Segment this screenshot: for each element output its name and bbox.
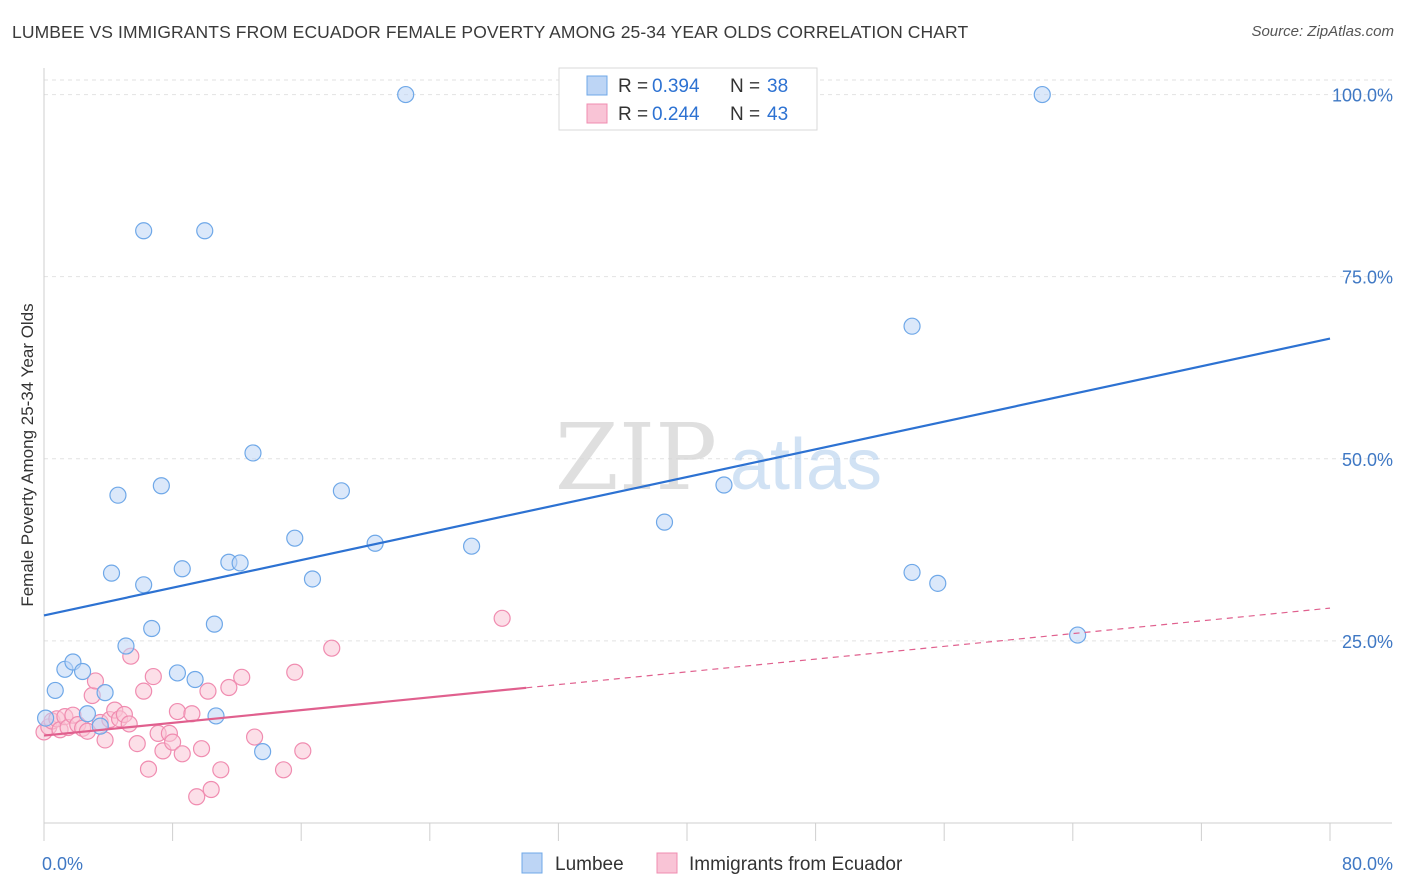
source-label: Source: ZipAtlas.com xyxy=(1251,23,1394,40)
stats-r-value: 0.244 xyxy=(652,104,700,125)
legend-swatch-lumbee xyxy=(521,852,543,874)
point-ecuador xyxy=(274,761,293,779)
point-lumbee xyxy=(303,570,322,588)
x-tick-label: 80.0% xyxy=(1342,854,1393,874)
stats-r-label: R = xyxy=(618,76,648,97)
point-lumbee xyxy=(37,709,55,727)
point-lumbee xyxy=(73,662,92,681)
point-lumbee xyxy=(96,684,114,702)
stats-r-label: R = xyxy=(618,104,648,125)
chart-title: LUMBEE VS IMMIGRANTS FROM ECUADOR FEMALE… xyxy=(12,22,969,42)
point-lumbee xyxy=(135,576,153,594)
point-ecuador xyxy=(294,742,312,760)
stats-legend: R = 0.394 N = 38 R = 0.244 N = 43 xyxy=(558,67,818,131)
point-lumbee xyxy=(109,486,127,504)
legend-label-ecuador: Immigrants from Ecuador xyxy=(689,854,903,875)
point-ecuador xyxy=(120,715,138,733)
point-ecuador xyxy=(323,639,341,657)
point-ecuador xyxy=(86,672,105,690)
point-ecuador xyxy=(144,667,162,686)
legend-swatch-ecuador xyxy=(656,852,678,874)
point-lumbee xyxy=(903,317,921,335)
point-ecuador xyxy=(173,745,191,763)
point-lumbee xyxy=(332,482,350,500)
point-ecuador xyxy=(220,678,238,697)
y-tick-label: 75.0% xyxy=(1342,268,1393,288)
point-ecuador xyxy=(188,788,206,806)
point-lumbee xyxy=(135,222,153,240)
point-ecuador xyxy=(493,609,511,627)
point-ecuador xyxy=(199,682,217,700)
point-ecuador xyxy=(128,735,146,753)
series-legend: Lumbee Immigrants from Ecuador xyxy=(521,852,903,875)
stats-swatch-ecuador xyxy=(586,103,608,124)
point-ecuador xyxy=(245,728,264,746)
point-ecuador xyxy=(164,733,182,751)
point-lumbee xyxy=(207,707,225,725)
point-lumbee xyxy=(143,619,161,638)
point-ecuador xyxy=(202,780,220,799)
stats-n-value: 43 xyxy=(767,104,788,125)
point-ecuador xyxy=(286,663,304,681)
point-lumbee xyxy=(91,717,109,735)
point-lumbee xyxy=(715,476,733,494)
y-tick-label: 100.0% xyxy=(1332,86,1393,106)
stats-r-value: 0.394 xyxy=(652,76,700,97)
y-tick-label: 50.0% xyxy=(1342,450,1393,470)
stats-n-value: 38 xyxy=(767,76,788,97)
point-lumbee xyxy=(168,664,187,682)
point-lumbee xyxy=(397,85,415,104)
point-lumbee xyxy=(1033,85,1051,104)
point-lumbee xyxy=(244,444,262,462)
point-lumbee xyxy=(152,477,170,495)
trend-line-ecuador xyxy=(43,686,527,737)
trend-line-ecuador-extension xyxy=(526,607,1331,689)
point-lumbee xyxy=(903,563,921,582)
point-lumbee xyxy=(78,705,97,723)
y-tick-label: 25.0% xyxy=(1342,632,1393,652)
point-lumbee xyxy=(173,560,191,578)
axes xyxy=(43,68,1392,841)
stats-swatch-lumbee xyxy=(586,75,608,96)
legend-label-lumbee: Lumbee xyxy=(555,854,624,875)
stats-n-label: N = xyxy=(730,104,760,125)
trend-line-lumbee xyxy=(43,337,1331,617)
point-lumbee xyxy=(286,529,304,547)
data-points xyxy=(35,85,1087,806)
watermark: ZIP atlas xyxy=(555,404,882,511)
point-ecuador xyxy=(233,668,251,686)
point-lumbee xyxy=(102,564,121,582)
point-lumbee xyxy=(254,743,272,761)
x-tick-label: 0.0% xyxy=(42,854,83,874)
tick-labels: 25.0% 50.0% 75.0% 100.0% 0.0% 80.0% xyxy=(42,86,1393,874)
point-ecuador xyxy=(192,740,211,758)
watermark-zip: ZIP xyxy=(555,404,717,511)
point-lumbee xyxy=(196,222,214,240)
watermark-atlas: atlas xyxy=(730,425,882,505)
trend-lines xyxy=(43,337,1331,737)
point-ecuador xyxy=(139,760,158,778)
point-lumbee xyxy=(1069,626,1087,644)
point-lumbee xyxy=(655,513,674,531)
stats-n-label: N = xyxy=(730,76,760,97)
point-lumbee xyxy=(205,615,223,633)
point-lumbee xyxy=(46,681,64,700)
point-ecuador xyxy=(135,682,153,700)
point-lumbee xyxy=(186,670,204,689)
point-lumbee xyxy=(231,554,249,572)
point-ecuador xyxy=(168,702,187,721)
point-lumbee xyxy=(929,574,947,592)
point-ecuador xyxy=(212,761,230,779)
grid-lines xyxy=(44,79,1392,642)
point-lumbee xyxy=(462,537,481,555)
point-lumbee xyxy=(117,637,135,655)
